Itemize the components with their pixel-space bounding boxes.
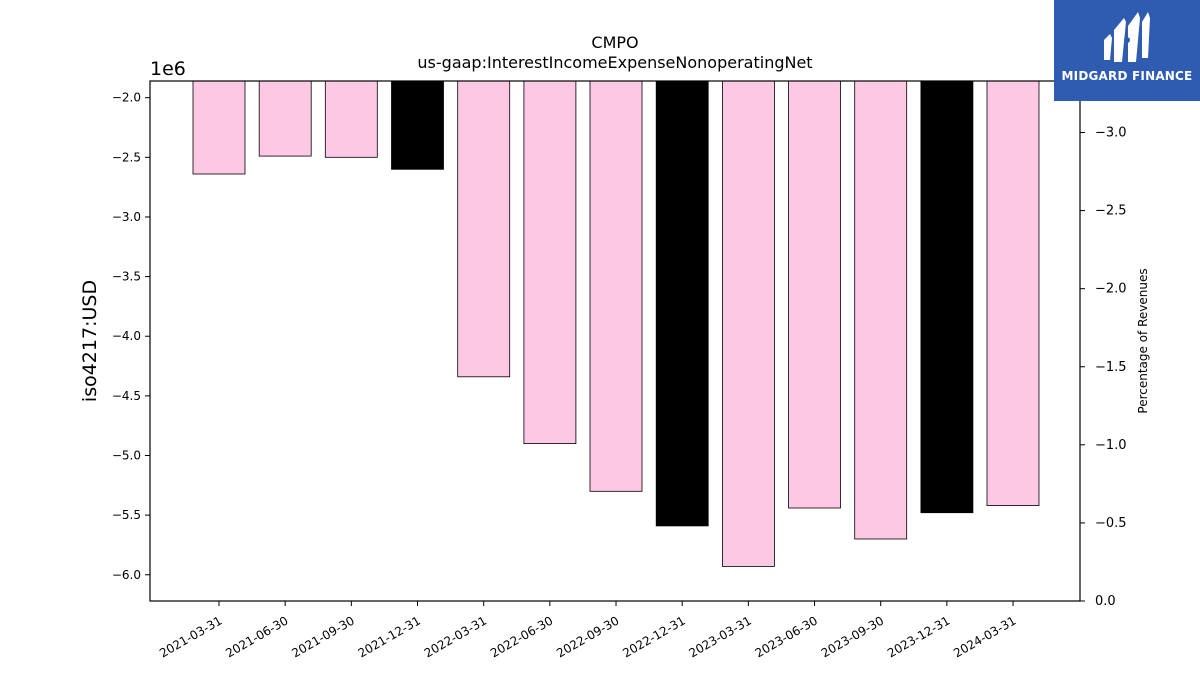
x-tick-label: 2024-03-31 <box>951 613 1018 660</box>
y-tick-label: −3.5 <box>112 270 141 284</box>
x-tick-label: 2021-03-31 <box>157 613 224 660</box>
x-tick-label: 2022-03-31 <box>422 613 489 660</box>
bar-2023-12-31 <box>920 80 974 514</box>
x-tick-label: 2023-03-31 <box>686 613 753 660</box>
bar-2021-06-30 <box>258 80 312 157</box>
y2-axis-label: Percentage of Revenues <box>1136 268 1150 413</box>
y-tick-label: −2.0 <box>112 91 141 105</box>
bar-2021-12-31 <box>391 80 444 170</box>
x-tick-label: 2022-09-30 <box>554 613 621 660</box>
x-tick-label: 2022-06-30 <box>488 613 555 660</box>
y2-tick-label: −2.0 <box>1095 282 1127 297</box>
bar-2022-06-30 <box>523 80 577 445</box>
chart-title: CMPO <box>591 33 638 52</box>
bar-2021-09-30 <box>324 80 378 158</box>
x-tick-label: 2023-09-30 <box>819 613 886 660</box>
bar-2023-09-30 <box>854 80 908 540</box>
y-tick-label: −6.0 <box>112 568 141 582</box>
x-tick-label: 2023-12-31 <box>885 613 952 660</box>
x-tick-label: 2021-06-30 <box>223 613 290 660</box>
bar-2022-09-30 <box>589 80 643 492</box>
brand-name: MIDGARD FINANCE <box>1061 69 1193 83</box>
y-tick-label: −5.5 <box>112 508 141 522</box>
y-tick-label: −2.5 <box>112 150 141 164</box>
y2-tick-label: −2.5 <box>1095 204 1127 219</box>
chart-subtitle: us-gaap:InterestIncomeExpenseNonoperatin… <box>417 53 812 72</box>
y2-tick-label: −3.0 <box>1095 126 1127 141</box>
bar-2022-12-31 <box>655 80 709 527</box>
bar-2022-03-31 <box>457 80 511 378</box>
y2-tick-label: −1.0 <box>1095 438 1127 453</box>
x-axis: 2021-03-312021-06-302021-09-302021-12-31… <box>157 601 1019 660</box>
y-tick-label: −4.0 <box>112 329 141 343</box>
x-tick-label: 2021-09-30 <box>289 613 356 660</box>
y-tick-label: −5.0 <box>112 448 141 462</box>
y-axis: −2.0 −2.5 −3.0 −3.5 −4.0 −4.5 −5.0 −5.5 −6.0 <box>112 91 150 582</box>
y-tick-label: −4.5 <box>112 389 141 403</box>
bar-2024-03-31 <box>986 80 1040 507</box>
brand-logo: MIDGARD FINANCE <box>1054 0 1200 101</box>
x-tick-label: 2022-12-31 <box>620 613 687 660</box>
bar-2021-03-31 <box>192 80 246 175</box>
y2-tick-label: −1.5 <box>1095 360 1127 375</box>
brand-logo-mark <box>1104 12 1150 62</box>
x-tick-label: 2021-12-31 <box>356 613 423 660</box>
y-tick-label: −3.0 <box>112 210 141 224</box>
y2-axis: 0.0 −0.5 −1.0 −1.5 −2.0 −2.5 −3.0 <box>1080 126 1127 609</box>
y-axis-label: iso4217:USD <box>79 280 101 402</box>
bar-2023-03-31 <box>722 80 775 567</box>
x-tick-label: 2023-06-30 <box>753 613 820 660</box>
plot-frame <box>149 80 1081 602</box>
y2-tick-label: −0.5 <box>1095 516 1127 531</box>
y2-tick-label: 0.0 <box>1095 594 1116 609</box>
y-multiplier-label: 1e6 <box>150 58 186 80</box>
bars-group <box>192 80 1040 567</box>
bar-2023-06-30 <box>788 80 841 509</box>
